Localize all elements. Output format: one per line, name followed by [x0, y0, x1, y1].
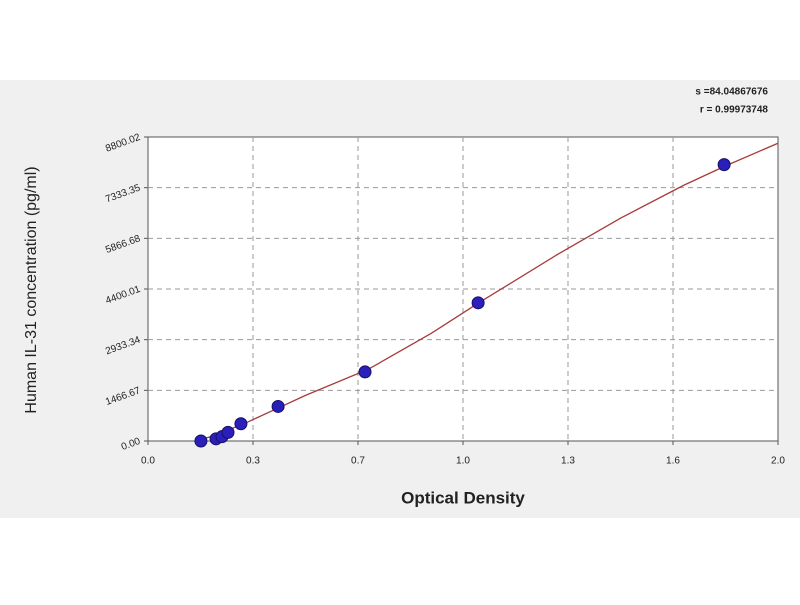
data-point	[471, 296, 485, 310]
x-tick-label: 2.0	[771, 456, 785, 467]
x-axis-label: Optical Density	[401, 488, 525, 507]
x-tick-label: 0.7	[351, 456, 365, 467]
x-tick-label: 0.0	[141, 456, 155, 467]
x-tick-label: 0.3	[246, 456, 260, 467]
data-point	[194, 434, 208, 448]
x-tick-label: 1.3	[561, 456, 575, 467]
data-point	[221, 425, 235, 439]
data-point	[234, 417, 248, 431]
data-point	[717, 158, 731, 172]
data-point	[271, 399, 285, 413]
x-tick-label: 1.0	[456, 456, 470, 467]
x-tick-label: 1.6	[666, 456, 680, 467]
annotation: r = 0.99973748	[700, 105, 769, 116]
y-axis-label: Human IL-31 concentration (pg/ml)	[23, 166, 40, 413]
data-point	[358, 365, 372, 379]
annotation: s =84.04867676	[695, 87, 768, 98]
